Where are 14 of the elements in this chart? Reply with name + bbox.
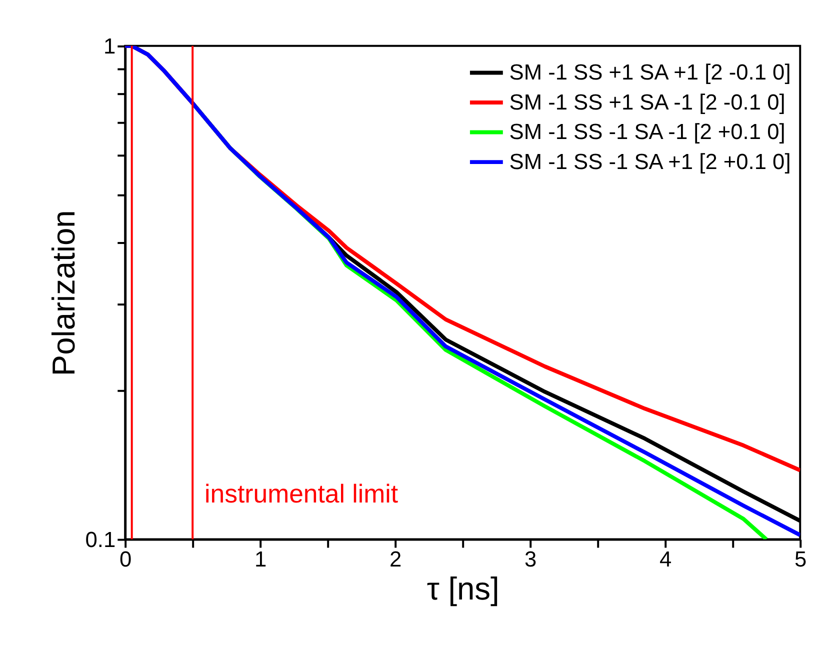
x-tick-label: 5 [794, 546, 807, 572]
legend-label: SM -1 SS +1 SA +1 [2 -0.1 0] [509, 60, 791, 85]
x-tick-label: 3 [524, 546, 537, 572]
legend-label: SM -1 SS +1 SA -1 [2 -0.1 0] [509, 89, 786, 114]
x-tick-label: 1 [254, 546, 267, 572]
y-axis-title: Polarization [45, 210, 82, 376]
x-tick-label: 2 [390, 546, 402, 572]
legend-label: SM -1 SS -1 SA -1 [2 +0.1 0] [509, 119, 786, 144]
x-tick-label: 0 [120, 546, 132, 572]
x-tick-label: 4 [660, 546, 672, 572]
legend-label: SM -1 SS -1 SA +1 [2 +0.1 0] [509, 149, 791, 174]
ref-line-label: instrumental limit [204, 480, 398, 509]
y-tick-label: 0.1 [85, 526, 116, 552]
x-axis-title: τ [ns] [426, 570, 500, 606]
